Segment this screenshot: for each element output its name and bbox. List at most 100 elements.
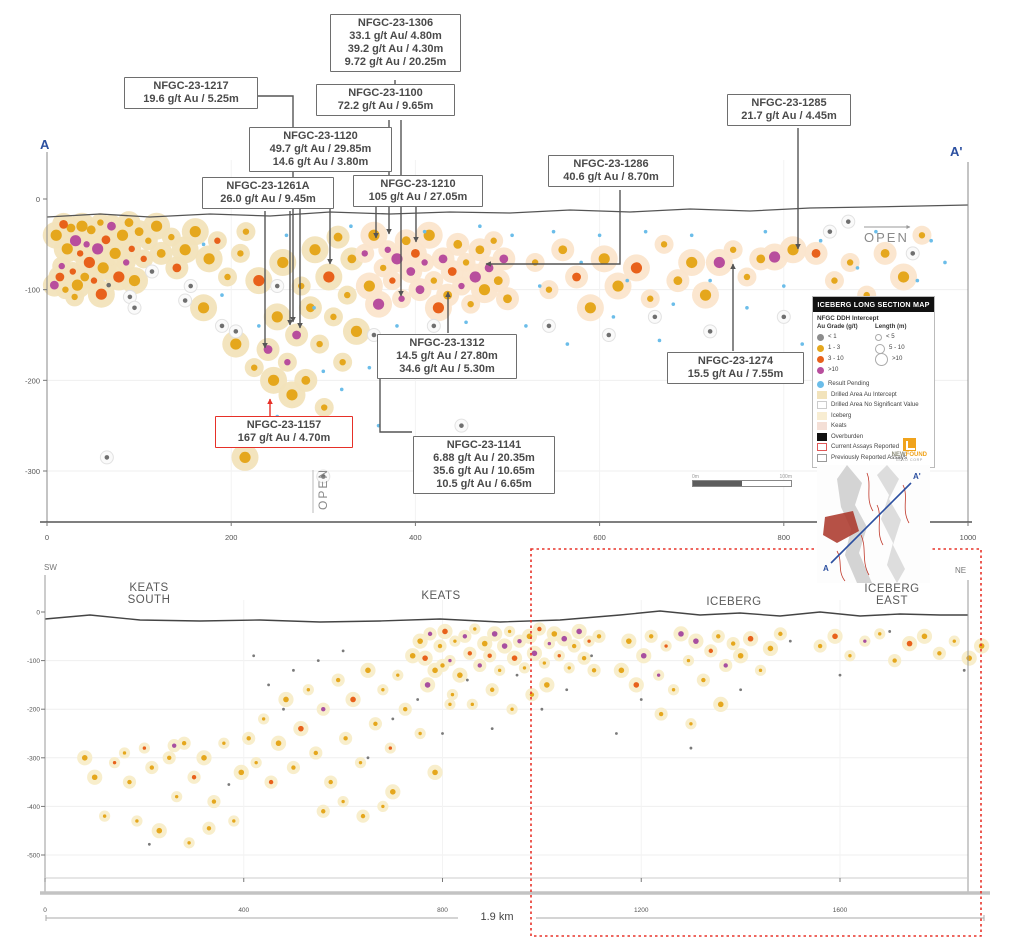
intercept-point (211, 799, 217, 804)
intercept-point (448, 702, 452, 707)
callout-title: NFGC-23-1141 (446, 439, 522, 451)
legend-grade-row: 3 - 10 (817, 354, 875, 365)
intercept-point (421, 259, 428, 266)
intercept-point (590, 654, 593, 658)
intercept-point (431, 323, 437, 329)
intercept-point (267, 374, 280, 386)
x-tick-label: 1600 (833, 907, 848, 914)
legend-item-swatch (817, 390, 827, 399)
intercept-point (390, 789, 396, 795)
distance-label: 1.9 km (480, 911, 514, 923)
intercept-point (409, 652, 416, 659)
intercept-point (321, 369, 326, 374)
intercept-point (179, 244, 191, 256)
intercept-point (395, 324, 399, 328)
intercept-point (524, 324, 528, 328)
intercept-point (142, 746, 147, 750)
intercept-point (112, 760, 117, 765)
intercept-point (339, 387, 344, 392)
intercept-point (230, 338, 242, 350)
intercept-point (481, 640, 488, 647)
intercept-point (122, 751, 127, 755)
intercept-point (441, 732, 444, 735)
intercept-point (489, 687, 495, 692)
callout-title: NFGC-23-1306 (357, 17, 434, 29)
intercept-point (717, 701, 724, 708)
intercept-point (104, 455, 110, 460)
intercept-point (55, 272, 65, 282)
intercept-point (403, 707, 408, 712)
legend-item-row: Keats (817, 421, 930, 432)
intercept-point (612, 280, 624, 292)
intercept-point (277, 256, 289, 269)
intercept-point (365, 667, 371, 674)
section-a-label: A (40, 137, 50, 152)
intercept-point (817, 643, 823, 649)
intercept-point (915, 278, 920, 283)
legend-length-label: >10 (892, 355, 903, 363)
intercept-point (242, 228, 250, 235)
top-surface-line (46, 204, 969, 218)
intercept-point (892, 658, 897, 663)
intercept-point (306, 303, 315, 313)
intercept-point (341, 649, 345, 653)
intercept-point (384, 246, 391, 253)
intercept-point (313, 750, 318, 756)
intercept-point (686, 256, 698, 269)
intercept-point (254, 760, 258, 765)
intercept-point (497, 668, 502, 673)
callout-nfgc-23-1100: NFGC-23-1100 72.2 g/t Au / 9.65m (316, 84, 455, 116)
intercept-point (584, 302, 596, 314)
intercept-point (101, 235, 111, 245)
intercept-point (689, 722, 693, 726)
intercept-point (347, 254, 357, 264)
y-tick-label: -200 (27, 707, 40, 714)
leader-1217 (257, 95, 296, 323)
legend-item-swatch (817, 411, 827, 420)
intercept-point (298, 725, 304, 732)
intercept-point (739, 688, 743, 692)
intercept-point (537, 626, 542, 632)
intercept-point (952, 639, 956, 643)
intercept-point (49, 280, 59, 290)
intercept-point (81, 755, 88, 761)
intercept-point (880, 249, 890, 258)
intercept-point (598, 253, 610, 265)
intercept-point (470, 702, 475, 707)
intercept-point (127, 294, 133, 300)
legend-item-row: Iceberg (817, 411, 930, 422)
intercept-point (286, 389, 298, 401)
intercept-point (344, 291, 351, 299)
intercept-point (918, 232, 926, 239)
intercept-point (929, 238, 933, 243)
region-iceberg-east: ICEBERG EAST (842, 583, 942, 608)
intercept-point (626, 638, 632, 644)
region-label-line: SOUTH (127, 594, 171, 607)
intercept-point (473, 627, 477, 631)
intercept-point (83, 241, 90, 248)
intercept-point (58, 262, 65, 270)
bottom-intercept-dots (81, 626, 985, 846)
legend-grade-row: < 1 (817, 332, 875, 343)
y-tick-label: -200 (25, 376, 40, 385)
legend-length-circle (875, 334, 882, 341)
bottom-axis-ticks: 0 -100 -200 -300 -400 -500 0 400 800 1200 1600 (27, 610, 848, 915)
callout-nfgc-23-1286: NFGC-23-1286 40.6 g/t Au / 8.70m (548, 155, 674, 187)
intercept-point (69, 235, 82, 247)
intercept-point (189, 226, 201, 238)
legend-item-label: Result Pending (828, 380, 870, 388)
intercept-point (224, 273, 231, 281)
intercept-point (371, 332, 377, 338)
legend-grade-row: >10 (817, 365, 875, 376)
intercept-point (301, 375, 311, 385)
intercept-point (606, 332, 612, 338)
intercept-point (440, 663, 445, 668)
callout-nfgc-23-1274: NFGC-23-1274 15.5 g/t Au / 7.55m (667, 352, 804, 384)
intercept-point (297, 282, 305, 290)
region-keats: KEATS (391, 590, 491, 602)
intercept-point (86, 225, 96, 235)
legend-length-circle (875, 353, 888, 366)
intercept-point (167, 755, 172, 760)
callout-intercept: 9.72 g/t Au / 20.25m (344, 55, 447, 68)
intercept-point (373, 721, 378, 726)
